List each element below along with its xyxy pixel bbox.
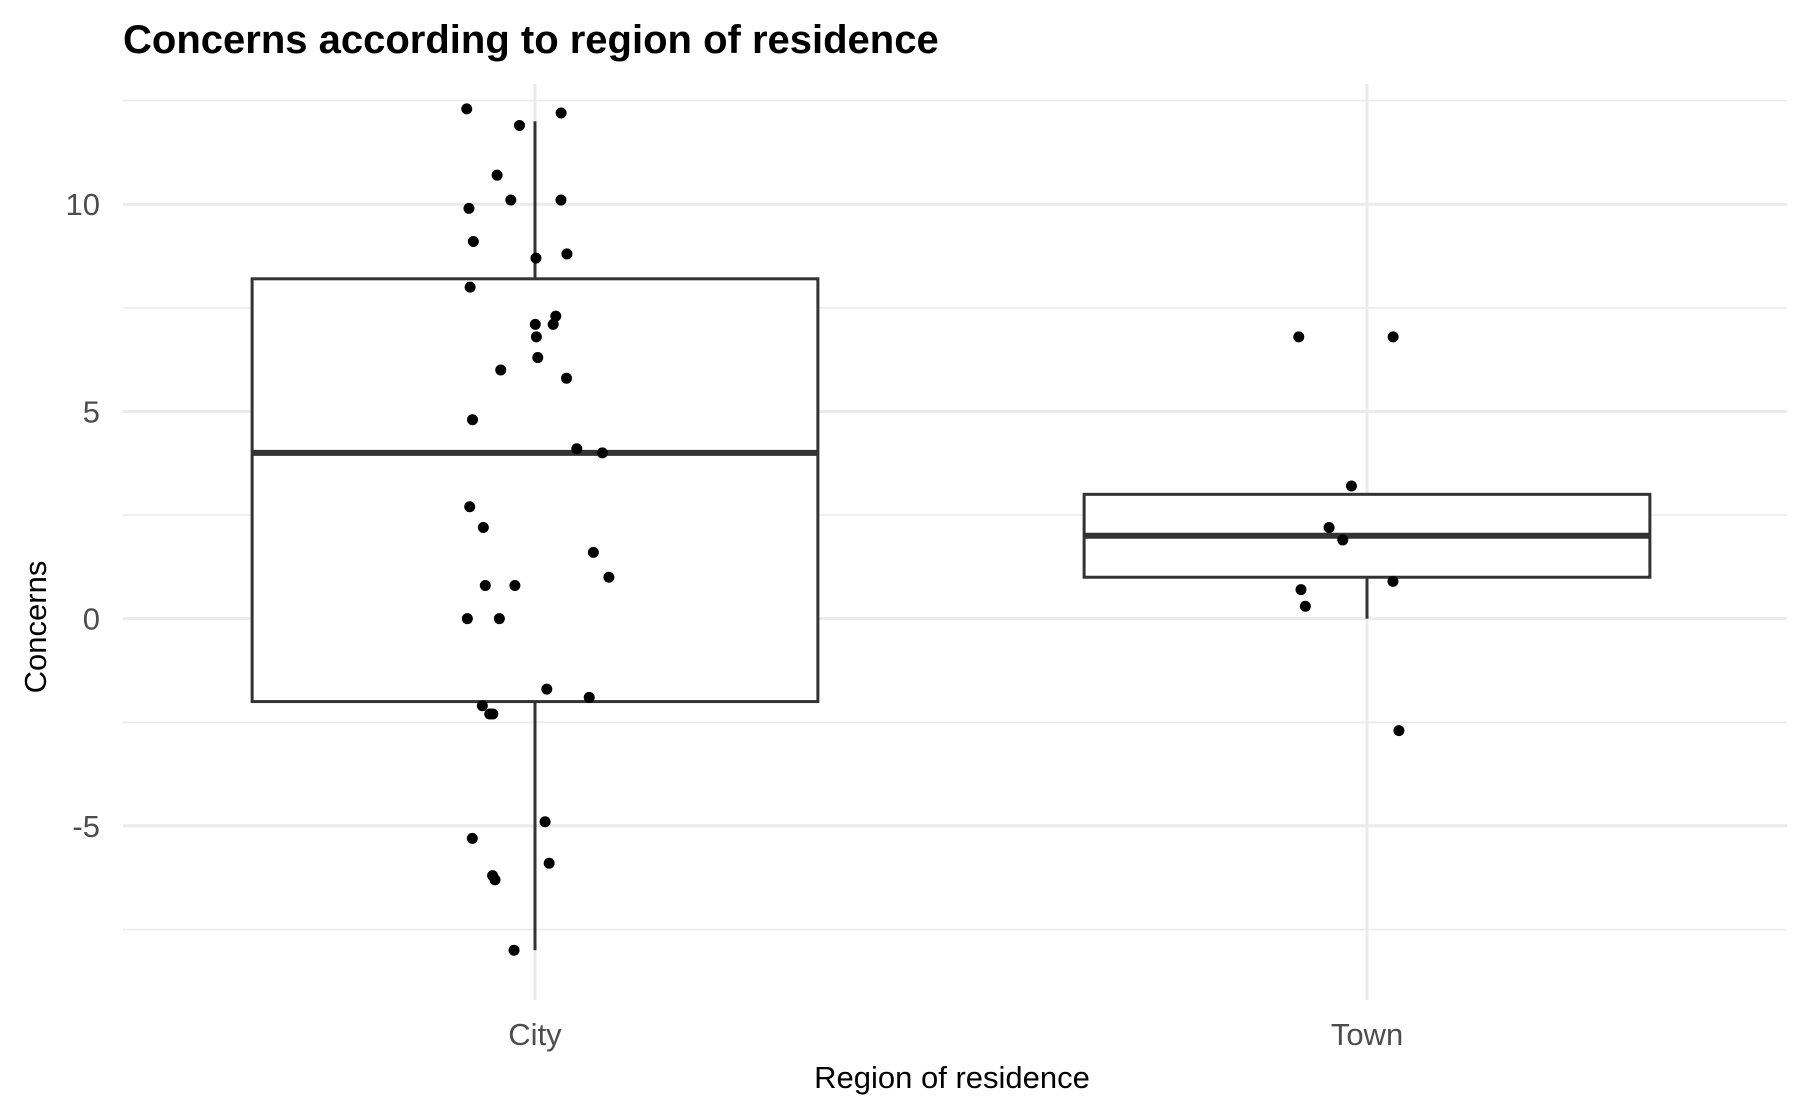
x-tick-label: City [508, 1017, 562, 1052]
data-point [596, 447, 608, 459]
data-point [508, 944, 520, 956]
y-tick-label: 10 [66, 187, 100, 222]
y-tick-label: 0 [83, 602, 100, 637]
data-point [543, 857, 555, 869]
chart-title: Concerns according to region of residenc… [123, 18, 939, 62]
data-point [464, 281, 476, 293]
data-point [1323, 521, 1335, 533]
data-point [550, 310, 562, 322]
data-point [513, 119, 525, 131]
data-point [561, 248, 573, 260]
data-point [539, 816, 551, 828]
data-point [477, 521, 489, 533]
data-point [461, 103, 473, 115]
data-point [532, 352, 544, 364]
x-axis-title: Region of residence [814, 1060, 1090, 1095]
data-point [1387, 575, 1399, 587]
data-point [1299, 600, 1311, 612]
box-town [1082, 492, 1652, 619]
data-point [495, 364, 507, 376]
data-point [461, 613, 473, 625]
data-point [555, 107, 567, 119]
data-point [464, 501, 476, 513]
y-tick-label: 5 [83, 394, 100, 429]
x-axis-ticks: City Town [508, 1017, 1403, 1052]
data-point [529, 318, 541, 330]
data-point [479, 580, 491, 592]
data-point [489, 874, 501, 886]
data-point [484, 708, 496, 720]
data-point [491, 169, 503, 181]
box-body [250, 277, 820, 704]
data-point [1293, 331, 1305, 343]
data-points [461, 103, 1405, 956]
data-point [1337, 534, 1349, 546]
data-point [467, 414, 479, 426]
data-point [463, 202, 475, 214]
box-city [250, 121, 820, 951]
data-point [476, 700, 488, 712]
data-point [530, 331, 542, 343]
y-axis-title: Concerns [18, 561, 53, 694]
data-point [603, 571, 615, 583]
data-point [561, 372, 573, 384]
data-point [1295, 584, 1307, 596]
y-tick-label: -5 [72, 809, 100, 844]
x-tick-label: Town [1331, 1017, 1403, 1052]
data-point [1345, 480, 1357, 492]
boxes [250, 121, 1652, 951]
data-point [587, 546, 599, 558]
data-point [1387, 331, 1399, 343]
data-point [583, 691, 595, 703]
data-point [547, 318, 559, 330]
data-point [509, 580, 521, 592]
data-point [1393, 725, 1405, 737]
data-point [493, 613, 505, 625]
data-point [467, 236, 479, 248]
data-point [466, 832, 478, 844]
data-point [571, 443, 583, 455]
data-point [555, 194, 567, 206]
data-point [530, 252, 542, 264]
data-point [541, 683, 553, 695]
data-point [505, 194, 517, 206]
y-axis-ticks: -5 0 5 10 [66, 187, 100, 844]
